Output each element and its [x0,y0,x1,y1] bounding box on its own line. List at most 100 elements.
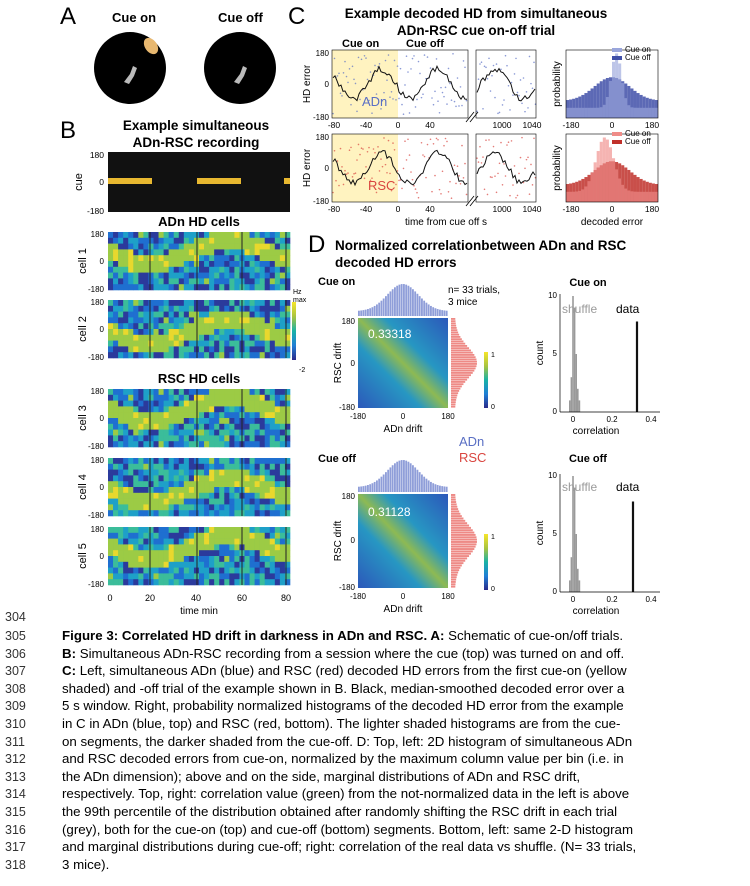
raster-cell [209,261,215,268]
raster-cell [183,400,190,407]
raster-cell [259,510,266,517]
hist-bar-cue-on [608,80,612,118]
raster-cell [284,311,291,318]
raster-cell [264,317,271,324]
line-number: 307 [5,664,26,679]
raster-cell [279,412,286,419]
decoded-point [497,112,499,115]
raster-cell [234,255,240,262]
raster-cell [229,561,235,568]
raster-cell [254,406,260,413]
raster-cell [214,561,220,568]
raster-cell [108,412,114,419]
raster-cell [244,458,250,465]
raster-cell [168,544,175,551]
raster-cell [153,538,159,545]
raster-cell [259,266,266,273]
raster-cell [229,406,235,413]
raster-cell [158,498,164,505]
raster-cell [183,504,190,511]
raster-cell [284,323,291,330]
raster-cell [219,561,225,568]
raster-cell [254,538,260,545]
raster-cell [158,317,164,324]
adn-marginal-bar [398,284,401,316]
raster-cell [133,532,139,539]
raster-cell [113,317,119,324]
raster-cell [214,284,220,291]
decoded-point [444,137,447,140]
raster-cell [128,487,134,494]
decoded-point [509,194,511,197]
decoded-point [498,111,501,114]
raster-cell [249,278,255,285]
raster-cell [183,261,190,268]
raster-cell [269,492,276,499]
hist-bar-cue-off [602,79,606,118]
decoded-point [392,142,394,144]
raster-cell [204,334,210,341]
decoded-point [429,67,432,69]
raster-cell [153,346,159,353]
raster-cell [148,266,154,273]
raster-cell [158,469,164,476]
raster-cell [113,418,119,425]
raster-cell [168,272,175,279]
raster-cell [219,243,225,250]
raster-cell [163,346,169,353]
raster-cell [163,567,169,574]
raster-cell [178,573,185,580]
raster-cell [163,261,169,268]
decoded-point [456,165,459,168]
raster-cell [113,400,119,407]
raster-cell [254,340,260,347]
raster-cell [279,352,286,359]
raster-cell [214,527,220,534]
raster-cell [269,481,276,488]
raster-cell [143,237,149,244]
raster-cell [108,249,114,256]
raster-cell [209,423,215,430]
raster-cell [128,406,134,413]
raster-cell [108,284,114,291]
trace-ytick: 0 [325,164,330,173]
decoded-point [515,196,517,199]
raster-cell [249,441,255,448]
raster-cell [259,237,266,244]
decoded-point [356,159,358,161]
raster-cell [209,463,215,470]
raster-cell [118,329,124,336]
raster-cell [219,441,225,448]
hist-bar-cue-on [624,98,628,118]
raster-cell [133,527,139,534]
raster-cell [118,272,124,279]
shuffle-bar [575,354,577,412]
raster-cell [153,389,159,396]
raster-cell [168,510,175,517]
raster-cell [274,579,281,586]
raster-cell [254,237,260,244]
raster-cell [133,556,139,563]
raster-cell [178,435,185,442]
raster-cell [173,463,180,470]
raster-cell [118,334,124,341]
raster-cell [128,389,134,396]
decoded-point [381,165,384,168]
raster-cell [249,556,255,563]
raster-cell [244,329,250,336]
raster-cell [148,317,154,324]
decoded-point [399,67,402,70]
raster-cell [143,481,149,488]
raster-cell [229,418,235,425]
raster-cell [153,435,159,442]
raster-cell [209,334,215,341]
raster-cell [118,305,124,312]
raster-cell [234,561,240,568]
raster-cell [133,406,139,413]
rsc-marginal-bar [451,340,464,343]
raster-cell [269,266,276,273]
rsc-marginal-bar [451,356,476,359]
raster-cell [128,567,134,574]
raster-cell [108,487,114,494]
decoded-point [390,189,393,192]
